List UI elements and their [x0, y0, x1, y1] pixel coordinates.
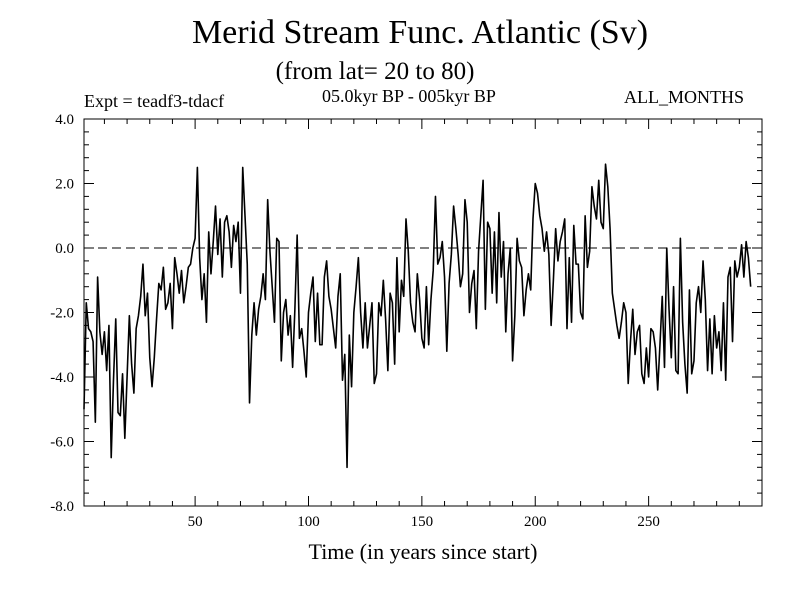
- series-group: [83, 163, 752, 469]
- x-tick-label: 50: [188, 514, 203, 530]
- chart-title: Merid Stream Func. Atlantic (Sv): [191, 14, 649, 51]
- series-line: [83, 163, 752, 469]
- experiment-label: Expt = teadf3-tdacf: [84, 91, 225, 111]
- y-tick-label: -8.0: [50, 499, 74, 515]
- y-tick-label: 2.0: [55, 177, 74, 193]
- y-tick-label: -4.0: [50, 370, 74, 386]
- chart-subtitle: (from lat= 20 to 80): [275, 58, 475, 85]
- x-axis-label: Time (in years since start): [308, 539, 538, 564]
- x-tick-label: 250: [637, 514, 660, 530]
- x-tick-label: 150: [411, 514, 434, 530]
- y-tick-label: -2.0: [50, 306, 74, 322]
- y-tick-label: -6.0: [50, 435, 74, 451]
- y-tick-label: 0.0: [55, 241, 74, 257]
- y-tick-label: 4.0: [55, 112, 74, 128]
- plot-frame: [83, 118, 763, 507]
- period-label: 05.0kyr BP - 005kyr BP: [322, 86, 496, 106]
- tick-marks: [84, 118, 762, 507]
- x-tick-label: 100: [297, 514, 320, 530]
- tick-labels: 50 100 150 200 250 -8.0 -6.0 -4.0 -2.0 0.0 2.0 4.0: [50, 112, 660, 530]
- x-tick-label: 200: [524, 514, 547, 530]
- months-label: ALL_MONTHS: [624, 87, 744, 107]
